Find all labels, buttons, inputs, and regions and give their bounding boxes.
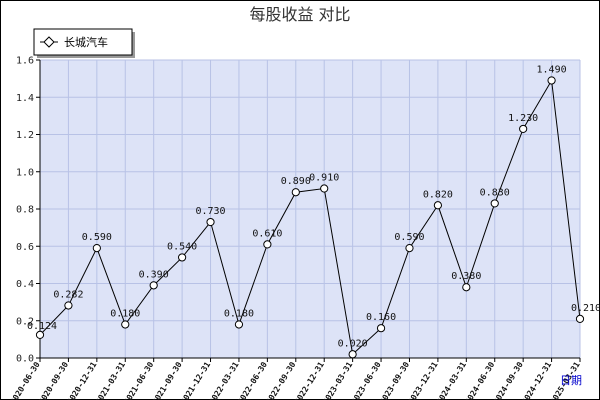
- data-point: [348, 350, 357, 359]
- data-point: [462, 283, 471, 292]
- data-point: [92, 244, 101, 253]
- x-tick-label: 2021-03-31: [94, 360, 127, 400]
- data-label: 0.020: [338, 338, 368, 349]
- data-label: 0.830: [480, 187, 510, 198]
- x-tick-label: 2022-03-31: [207, 360, 240, 400]
- data-point: [405, 244, 414, 253]
- data-label: 1.490: [537, 64, 567, 75]
- data-label: 0.540: [167, 241, 197, 252]
- data-label: 0.590: [394, 232, 424, 243]
- data-label: 0.180: [224, 308, 254, 319]
- legend-label: 长城汽车: [64, 35, 108, 49]
- data-point: [263, 240, 272, 249]
- y-tick-label: 0.0: [16, 354, 34, 365]
- data-point: [376, 324, 386, 333]
- chart-title: 每股收益 对比: [249, 5, 350, 24]
- data-point: [291, 188, 300, 197]
- x-tick-label: 2020-06-30: [9, 360, 42, 400]
- data-point: [234, 320, 244, 329]
- x-tick-label: 2024-03-31: [435, 360, 468, 400]
- data-label: 0.160: [366, 312, 396, 323]
- x-tick-label: 2023-06-30: [350, 360, 383, 400]
- x-tick-label: 2023-03-31: [321, 360, 354, 400]
- x-tick-label: 2022-09-30: [264, 360, 297, 400]
- legend-diamond-icon: [43, 36, 55, 48]
- x-tick-label: 2022-12-31: [293, 360, 326, 400]
- data-point: [433, 201, 442, 210]
- y-tick-label: 0.6: [16, 242, 34, 253]
- x-tick-label: 2024-06-30: [463, 360, 496, 400]
- y-tick-label: 1.4: [16, 93, 34, 104]
- data-point: [178, 253, 187, 262]
- data-point: [575, 314, 585, 323]
- x-tick-label: 2023-12-31: [406, 360, 439, 400]
- data-label: 0.910: [309, 173, 339, 184]
- data-point: [121, 320, 130, 329]
- data-point: [320, 184, 329, 193]
- data-label: 0.210: [571, 303, 600, 314]
- data-point: [206, 217, 215, 227]
- data-label: 0.890: [281, 176, 311, 187]
- data-label: 0.282: [53, 289, 83, 300]
- data-point: [519, 124, 528, 134]
- x-tick-label: 2024-12-31: [520, 360, 553, 400]
- data-point: [35, 330, 45, 340]
- x-axis-label: 日期: [560, 374, 582, 387]
- data-point: [149, 281, 158, 290]
- data-label: 1.230: [508, 113, 538, 124]
- x-tick-label: 2022-06-30: [236, 360, 269, 400]
- x-tick-label: 2023-09-30: [378, 360, 411, 400]
- series-line: [39, 78, 581, 356]
- data-label: 0.730: [195, 206, 225, 217]
- data-label: 0.390: [139, 269, 169, 280]
- x-tick-label: 2020-09-30: [37, 360, 70, 400]
- data-point: [490, 199, 499, 208]
- y-tick-label: 1.0: [16, 167, 34, 178]
- data-label: 0.124: [27, 321, 57, 332]
- data-label: 0.590: [82, 232, 112, 243]
- y-tick-label: 1.6: [16, 56, 34, 67]
- data-point: [64, 301, 73, 310]
- data-label: 0.380: [451, 271, 481, 282]
- data-label: 0.180: [110, 308, 140, 319]
- x-tick-label: 2021-06-30: [122, 360, 155, 400]
- x-tick-label: 2021-12-31: [179, 360, 212, 400]
- x-tick-label: 2020-12-31: [65, 360, 98, 400]
- y-tick-label: 1.2: [16, 130, 34, 141]
- y-tick-label: 0.4: [16, 279, 34, 290]
- data-label: 0.820: [423, 189, 453, 200]
- x-tick-label: 2021-09-30: [151, 360, 184, 400]
- data-point: [547, 76, 556, 85]
- y-tick-label: 0.2: [16, 316, 34, 327]
- x-tick-label: 2024-09-30: [492, 360, 525, 400]
- y-tick-label: 0.8: [16, 205, 34, 216]
- data-label: 0.610: [252, 228, 282, 239]
